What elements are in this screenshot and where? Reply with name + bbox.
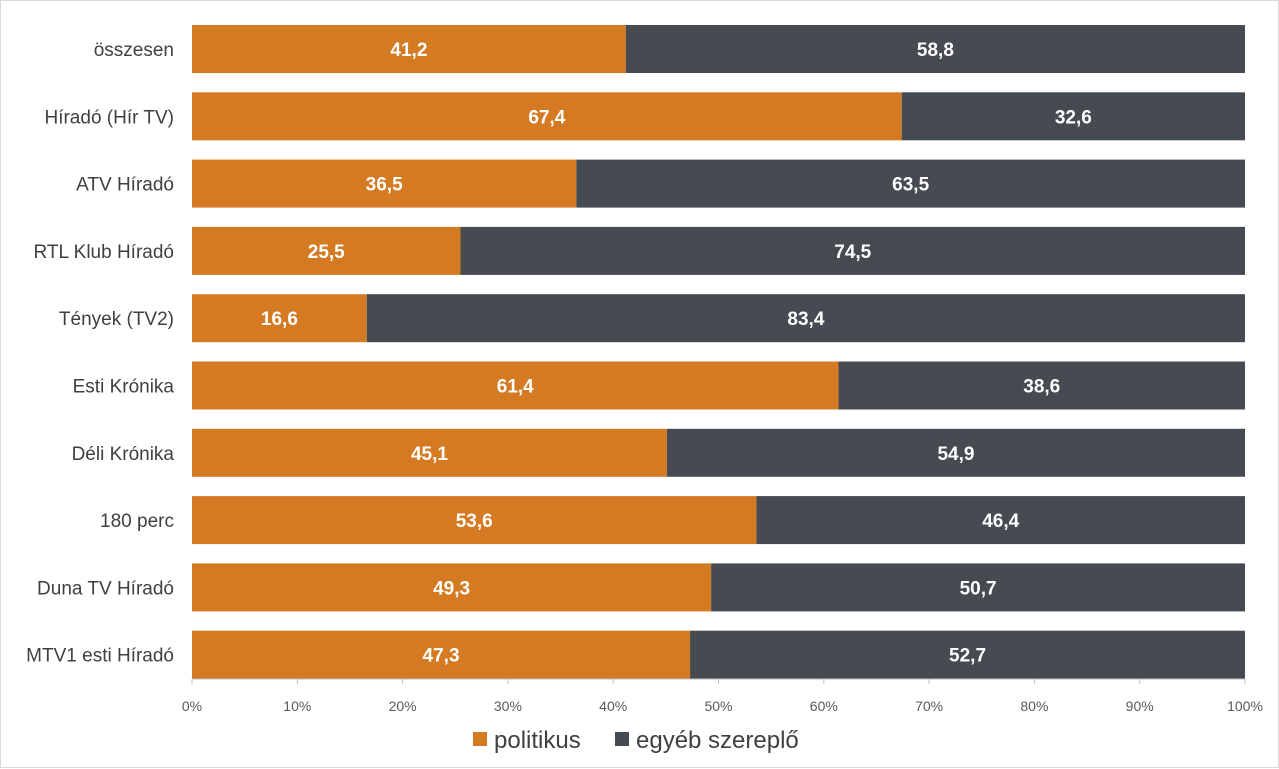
bar-politikus-2 xyxy=(192,159,577,208)
x-tick-label-2: 20% xyxy=(389,698,417,714)
bar-egyeb-4 xyxy=(366,294,1246,343)
category-label-2: ATV Híradó xyxy=(76,175,174,196)
bar-politikus-0 xyxy=(192,25,626,73)
data-label-egyeb-2: 63,5 xyxy=(892,175,929,196)
data-label-egyeb-3: 74,5 xyxy=(834,242,871,263)
bar-egyeb-5 xyxy=(838,361,1245,410)
x-tick-label-1: 10% xyxy=(283,698,311,714)
x-tick-label-4: 40% xyxy=(599,698,627,714)
data-label-egyeb-8: 50,7 xyxy=(960,578,997,599)
data-label-politikus-8: 49,3 xyxy=(433,578,470,599)
category-label-6: Déli Krónika xyxy=(72,444,175,465)
bar-egyeb-7 xyxy=(756,496,1245,545)
bar-politikus-1 xyxy=(192,92,902,141)
bar-egyeb-1 xyxy=(901,92,1245,141)
bar-politikus-8 xyxy=(192,563,712,612)
legend-label-politikus: politikus xyxy=(494,727,581,754)
data-label-politikus-0: 41,2 xyxy=(390,40,427,61)
bar-egyeb-3 xyxy=(460,226,1245,275)
bar-egyeb-6 xyxy=(666,428,1245,477)
bar-politikus-5 xyxy=(192,361,839,410)
data-label-politikus-5: 61,4 xyxy=(497,377,534,398)
data-label-politikus-3: 25,5 xyxy=(308,242,345,263)
bar-politikus-4 xyxy=(192,294,367,343)
bar-egyeb-8 xyxy=(711,563,1245,612)
data-label-egyeb-7: 46,4 xyxy=(982,511,1019,532)
legend-swatch-politikus xyxy=(473,732,487,746)
x-tick-label-9: 90% xyxy=(1126,698,1154,714)
legend-swatch-egyeb xyxy=(615,732,629,746)
data-label-politikus-1: 67,4 xyxy=(528,107,565,128)
x-tick-label-10: 100% xyxy=(1227,698,1263,714)
x-tick-label-7: 70% xyxy=(915,698,943,714)
x-tick-label-6: 60% xyxy=(810,698,838,714)
data-label-politikus-6: 45,1 xyxy=(411,444,448,465)
bar-politikus-7 xyxy=(192,496,757,545)
data-label-politikus-9: 47,3 xyxy=(423,646,460,667)
data-label-egyeb-0: 58,8 xyxy=(917,40,954,61)
bar-politikus-6 xyxy=(192,428,667,477)
category-label-8: Duna TV Híradó xyxy=(37,578,174,599)
data-label-politikus-2: 36,5 xyxy=(366,175,403,196)
x-tick-label-5: 50% xyxy=(704,698,732,714)
category-label-3: RTL Klub Híradó xyxy=(34,242,174,263)
data-label-egyeb-9: 52,7 xyxy=(949,646,986,667)
data-label-politikus-7: 53,6 xyxy=(456,511,493,532)
x-tick-label-8: 80% xyxy=(1020,698,1048,714)
bar-egyeb-9 xyxy=(690,630,1245,679)
bar-egyeb-2 xyxy=(576,159,1245,208)
data-label-egyeb-1: 32,6 xyxy=(1055,107,1092,128)
category-label-9: MTV1 esti Híradó xyxy=(26,646,174,667)
bar-politikus-3 xyxy=(192,226,461,275)
category-label-0: összesen xyxy=(94,40,174,61)
data-label-egyeb-4: 83,4 xyxy=(787,309,824,330)
x-tick-label-3: 30% xyxy=(494,698,522,714)
data-label-egyeb-6: 54,9 xyxy=(937,444,974,465)
category-label-4: Tények (TV2) xyxy=(59,309,174,330)
bar-politikus-9 xyxy=(192,630,691,679)
category-label-7: 180 perc xyxy=(100,511,174,532)
x-tick-label-0: 0% xyxy=(182,698,202,714)
bar-egyeb-0 xyxy=(625,25,1245,73)
category-label-1: Híradó (Hír TV) xyxy=(44,107,174,128)
data-label-egyeb-5: 38,6 xyxy=(1023,377,1060,398)
legend-label-egyeb: egyéb szereplő xyxy=(636,727,799,754)
data-label-politikus-4: 16,6 xyxy=(261,309,298,330)
category-label-5: Esti Krónika xyxy=(73,377,175,398)
